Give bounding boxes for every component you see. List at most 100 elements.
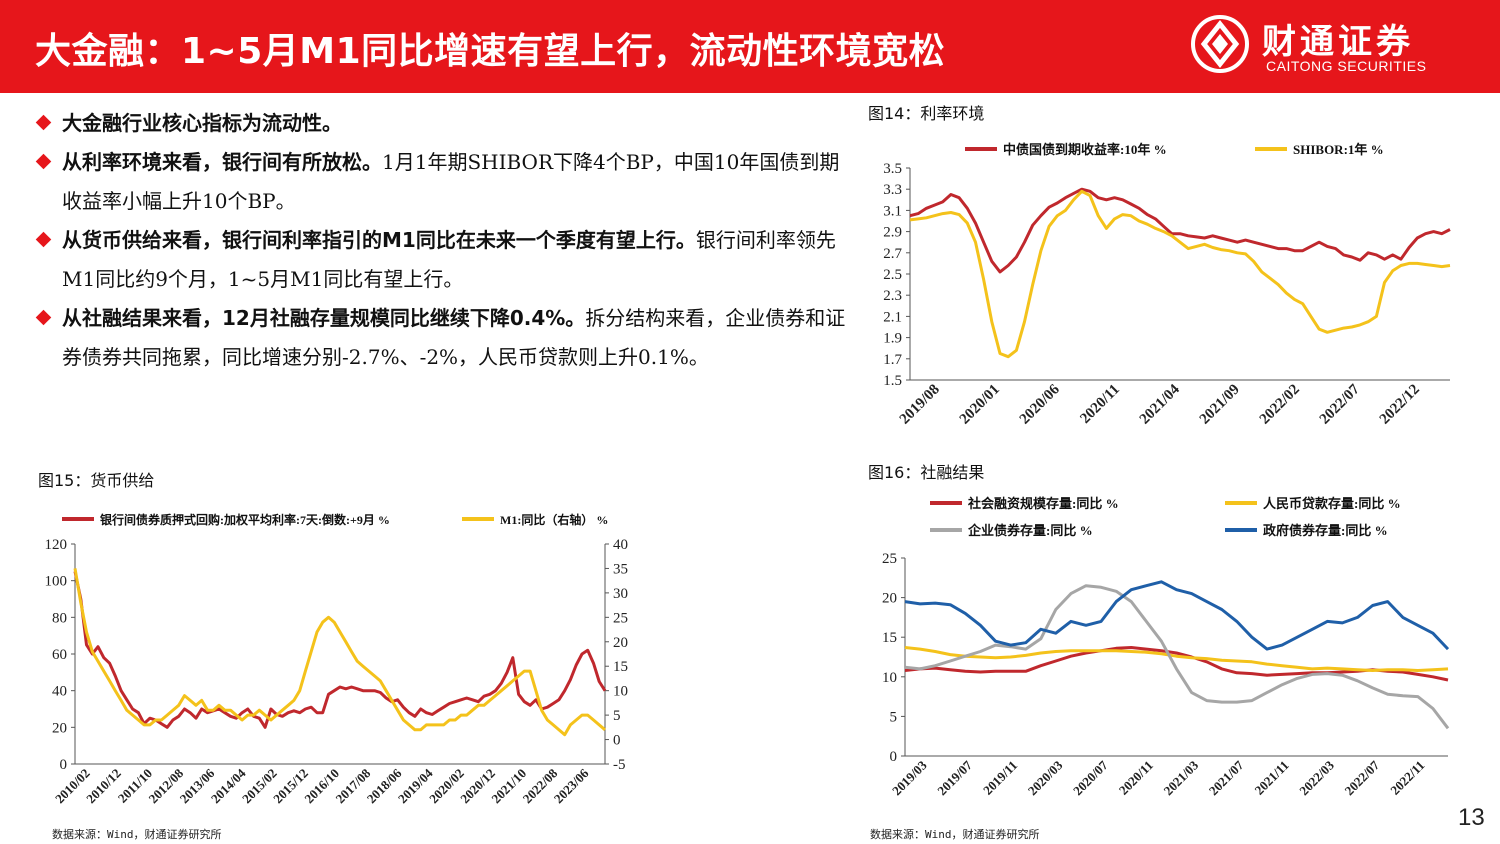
fig14-y-tick-label: 3.3 xyxy=(883,182,902,198)
fig14-y-tick-label: 3.5 xyxy=(883,161,902,177)
fig16-x-tick-label: 2021/11 xyxy=(1252,758,1292,798)
fig15-y2-tick-label: 15 xyxy=(613,659,628,675)
fig14-y-tick-label: 2.7 xyxy=(883,246,902,262)
fig15-series-line xyxy=(73,571,607,729)
fig14-y-tick-label: 3.1 xyxy=(883,203,902,219)
fig14-y-tick-label: 1.9 xyxy=(883,331,902,347)
fig14-y-tick-label: 2.1 xyxy=(883,309,902,325)
bullet-diamond-icon xyxy=(35,309,52,326)
page-title: 大金融：1~5月M1同比增速有望上行，流动性环境宽松 xyxy=(35,31,946,72)
fig16-x-tick-label: 2021/03 xyxy=(1160,757,1201,798)
fig15-y2-tick-label: 30 xyxy=(613,586,628,602)
fig16-y-tick-label: 20 xyxy=(882,591,897,607)
fig14-series-line xyxy=(909,189,1451,359)
fig16-x-tick-label: 2022/03 xyxy=(1296,757,1337,798)
fig15-y2-tick-label: 40 xyxy=(613,537,628,553)
fig15-x-tick-label: 2023/06 xyxy=(551,765,592,806)
fig15-y2-tick-label: 20 xyxy=(613,635,628,651)
bullet-text: 拆分结构来看，企业债券和证券债券共同拖累，同比增速分别-2.7%、-2%，人民币… xyxy=(62,306,846,369)
fig14-y-tick-label: 2.9 xyxy=(883,225,902,241)
bullet-list: 大金融行业核心指标为流动性。 从利率环境来看，银行间有所放松。1月1年期SHIB… xyxy=(35,104,856,377)
bullet-bold-text: 大金融行业核心指标为流动性。 xyxy=(62,111,342,135)
fig14-y-tick-label: 2.5 xyxy=(883,267,902,283)
fig16-x-tick-label: 2022/11 xyxy=(1387,758,1427,798)
bullet-bold-text: 从社融结果来看，12月社融存量规模同比继续下降0.4%。 xyxy=(62,306,586,330)
fig15-chart: 1201008060402004035302520151050-52010/02… xyxy=(45,512,629,807)
fig15-legend-label: M1:同比（右轴） % xyxy=(500,512,608,527)
bullet-bold-text: 从利率环境来看，银行间有所放松。 xyxy=(62,150,382,174)
fig15-y-tick-label: 0 xyxy=(60,757,68,773)
fig15-y2-tick-label: 10 xyxy=(613,684,628,700)
bullet-diamond-icon xyxy=(35,153,52,170)
fig14-y-tick-label: 2.3 xyxy=(883,288,902,304)
fig14-x-tick-label: 2022/12 xyxy=(1377,382,1423,428)
fig16-legend-label: 社会融资规模存量:同比 % xyxy=(967,496,1119,511)
fig16-x-tick-label: 2019/07 xyxy=(934,757,975,798)
fig15-y-tick-label: 20 xyxy=(52,720,67,736)
fig15-x-tick-label: 2010/12 xyxy=(83,766,124,807)
fig15-series-line xyxy=(73,568,606,737)
fig16-legend-label: 人民币贷款存量:同比 % xyxy=(1263,496,1401,511)
bullet-diamond-icon xyxy=(35,114,52,131)
fig16-y-tick-label: 25 xyxy=(882,551,897,567)
fig15-y2-tick-label: 0 xyxy=(613,733,621,749)
fig16-series-line xyxy=(904,580,1450,651)
header-bar: 大金融：1~5月M1同比增速有望上行，流动性环境宽松 财通证券 CAITONG … xyxy=(0,0,1500,93)
fig16-x-tick-label: 2021/07 xyxy=(1206,757,1247,798)
fig16-legend-label: 企业债券存量:同比 % xyxy=(967,523,1093,538)
source-note-left: 数据来源：Wind，财通证券研究所 xyxy=(52,828,222,841)
fig15-y-tick-label: 120 xyxy=(45,537,68,553)
fig15-y2-tick-label: -5 xyxy=(613,757,626,773)
fig15-y2-tick-label: 25 xyxy=(613,610,628,626)
fig16-x-tick-label: 2020/07 xyxy=(1070,757,1111,798)
fig14-x-tick-label: 2020/11 xyxy=(1077,382,1122,427)
fig14-x-tick-label: 2021/04 xyxy=(1137,381,1183,427)
logo-english-name: CAITONG SECURITIES xyxy=(1266,58,1427,74)
fig16-y-tick-label: 0 xyxy=(890,749,898,765)
fig15-y-tick-label: 60 xyxy=(52,647,67,663)
bullet-item: 大金融行业核心指标为流动性。 xyxy=(35,104,856,143)
fig16-x-tick-label: 2020/03 xyxy=(1025,757,1066,798)
caitong-logo: 财通证券 CAITONG SECURITIES xyxy=(1190,14,1480,80)
bullet-item: 从社融结果来看，12月社融存量规模同比继续下降0.4%。拆分结构来看，企业债券和… xyxy=(35,299,856,377)
page-number: 13 xyxy=(1458,804,1485,831)
fig14-legend-label: SHIBOR:1年 % xyxy=(1293,142,1384,157)
bullet-bold-text: 从货币供给来看，银行间利率指引的M1同比在未来一个季度有望上行。 xyxy=(62,228,696,252)
fig16-x-tick-label: 2020/11 xyxy=(1116,758,1156,798)
fig14-title: 图14：利率环境 xyxy=(868,104,985,123)
fig14-x-tick-label: 2022/02 xyxy=(1257,382,1303,428)
fig16-series-line xyxy=(904,584,1450,730)
fig14-x-tick-label: 2020/01 xyxy=(957,382,1003,428)
fig16-series-line xyxy=(904,646,1449,672)
fig15-y-tick-label: 80 xyxy=(52,610,67,626)
fig14-y-tick-label: 1.5 xyxy=(883,373,902,389)
fig15-y2-tick-label: 35 xyxy=(613,561,628,577)
fig16-legend-label: 政府债券存量:同比 % xyxy=(1263,523,1388,538)
source-note-right: 数据来源：Wind，财通证券研究所 xyxy=(870,828,1040,841)
bullet-item: 从利率环境来看，银行间有所放松。1月1年期SHIBOR下降4个BP，中国10年国… xyxy=(35,143,856,221)
bullet-text: 1月1年期SHIBOR下降4个BP，中国10年国债到期收益率小幅上升10个BP。 xyxy=(62,150,840,213)
fig14-chart: 3.5 3.3 3.1 2.9 2.7 2.5 2.3 2.1 1.9 1.7 1.52019/08… xyxy=(883,142,1451,428)
fig16-y-tick-label: 5 xyxy=(890,709,898,725)
fig14-x-tick-label: 2022/07 xyxy=(1317,381,1363,427)
fig15-legend-label: 银行间债券质押式回购:加权平均利率:7天:倒数:+9月 % xyxy=(100,512,390,527)
fig14-legend-label: 中债国债到期收益率:10年 % xyxy=(1003,142,1167,157)
fig16-series-line xyxy=(904,646,1449,682)
fig16-x-tick-label: 2022/07 xyxy=(1341,757,1382,798)
bullet-text: 银行间利率领先M1同比约9个月，1~5月M1同比有望上行。 xyxy=(62,228,836,291)
fig14-x-tick-label: 2020/06 xyxy=(1017,381,1063,427)
fig16-y-tick-label: 15 xyxy=(882,630,897,646)
fig14-y-tick-label: 1.7 xyxy=(883,352,902,368)
fig15-title: 图15：货币供给 xyxy=(38,471,155,490)
logo-chinese-name: 财通证券 xyxy=(1262,22,1414,62)
fig16-title: 图16：社融结果 xyxy=(868,463,985,482)
fig16-y-tick-label: 10 xyxy=(882,670,897,686)
bullet-item: 从货币供给来看，银行间利率指引的M1同比在未来一个季度有望上行。银行间利率领先M… xyxy=(35,221,856,299)
fig14-x-tick-label: 2019/08 xyxy=(897,382,943,428)
caitong-logo-icon xyxy=(1191,15,1249,73)
fig15-y-tick-label: 40 xyxy=(52,684,67,700)
fig14-x-tick-label: 2021/09 xyxy=(1197,382,1243,428)
fig14-series-line xyxy=(909,187,1451,274)
fig16-x-tick-label: 2019/11 xyxy=(980,758,1020,798)
